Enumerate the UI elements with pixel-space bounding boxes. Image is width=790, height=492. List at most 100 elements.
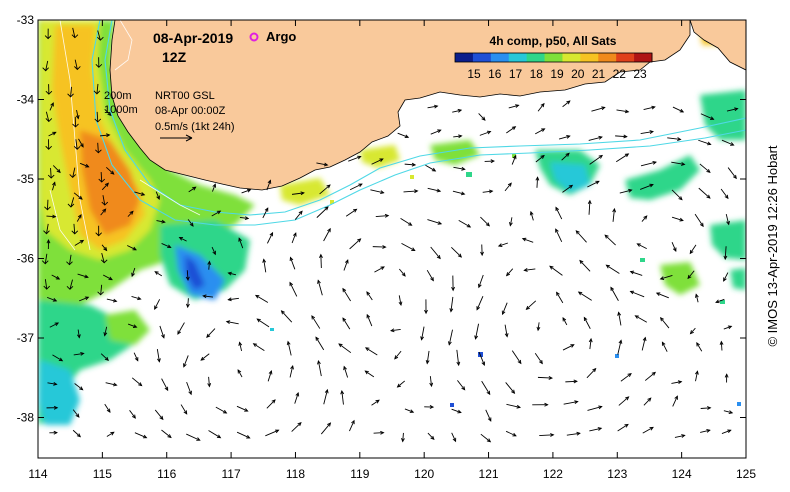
current-arrow [67,197,75,208]
current-arrow [456,349,461,367]
current-arrow [208,430,222,439]
current-arrow [106,298,118,303]
current-arrow [72,409,80,418]
current-arrow [280,310,293,323]
colorbar-swatch [562,53,581,62]
current-arrow [485,409,492,422]
current-arrow [102,274,113,281]
current-arrow [535,128,546,135]
current-arrow [426,269,434,282]
current-arrow [619,188,633,194]
current-arrow [73,351,85,356]
legend-isobath-200: 200m [104,90,132,102]
current-arrow [674,434,686,438]
current-arrow [394,350,402,360]
current-arrow [291,191,305,196]
current-arrow [617,339,623,355]
current-arrow [699,163,711,173]
plot-frame [37,19,747,459]
current-arrow [71,223,79,235]
current-arrow [403,189,419,194]
current-arrow [161,243,172,249]
x-tick-label: 125 [736,467,756,481]
current-arrow [71,27,79,39]
current-arrow [291,421,302,432]
current-arrow [105,382,118,387]
current-arrow [94,111,102,123]
current-arrow [427,432,435,441]
current-arrow [587,405,603,411]
current-arrow [430,129,442,135]
colorbar-swatch [526,53,546,62]
current-arrow [589,154,604,165]
current-arrow [427,219,443,225]
current-arrow [262,258,267,273]
current-arrow [156,219,166,224]
current-arrow [618,396,630,406]
colorbar [454,52,653,63]
current-arrow [72,429,82,438]
current-arrow [505,268,514,277]
current-arrow [566,431,581,436]
isobath-200m [104,20,746,216]
current-arrow [93,83,101,95]
current-arrow [695,370,699,382]
map-hour: 12Z [162,49,187,65]
current-arrow [689,327,696,335]
current-arrow [101,244,108,252]
current-vectors [41,27,739,443]
current-arrow [207,376,212,388]
current-arrow [457,380,466,391]
current-arrow [481,380,491,396]
current-arrow [66,279,74,290]
current-arrow [254,294,269,303]
current-arrow [161,378,169,392]
current-arrow [180,404,188,415]
current-arrow [286,340,292,356]
current-arrow [721,429,732,434]
current-arrow [225,320,239,325]
current-arrow [46,238,51,249]
colorbar-swatch [508,53,528,62]
colorbar-tick-label: 20 [571,67,585,81]
current-arrow [69,167,77,179]
current-arrow [342,317,351,330]
current-arrow [348,155,362,162]
y-tick-label: -33 [17,13,35,27]
current-arrow [42,60,49,72]
current-arrow [589,427,603,432]
current-arrow [698,187,711,199]
current-arrow [508,104,520,109]
argo-float-marker [249,32,259,42]
x-tick-label: 124 [672,467,692,481]
legend-scale-arrow [160,134,193,142]
current-arrow [588,337,593,350]
current-arrow [659,316,670,329]
current-arrow [238,237,244,249]
current-arrow [401,432,405,443]
current-arrow [506,403,522,409]
current-arrow [374,266,385,273]
current-arrow [131,377,143,387]
current-arrow [555,228,563,243]
colorbar-tick-label: 22 [613,67,627,81]
credit-text: © IMOS 13-Apr-2019 12:26 Hobart [765,145,780,347]
colorbar-swatch [616,53,635,62]
current-arrow [565,379,578,384]
legend-product: NRT00 GSL [155,90,215,102]
isobaths [91,20,746,226]
current-arrow [316,206,329,218]
current-arrow [49,102,54,111]
current-arrow [43,279,51,290]
colorbar-swatch [598,53,617,62]
x-tick-label: 117 [222,467,241,481]
current-arrow [401,242,416,252]
current-arrow [511,350,522,365]
current-arrow [236,431,251,439]
current-arrow [643,105,656,110]
current-arrow [100,133,111,138]
current-arrow [451,408,462,414]
current-arrow [227,271,237,276]
current-arrow [98,172,106,183]
current-arrow [154,409,164,421]
